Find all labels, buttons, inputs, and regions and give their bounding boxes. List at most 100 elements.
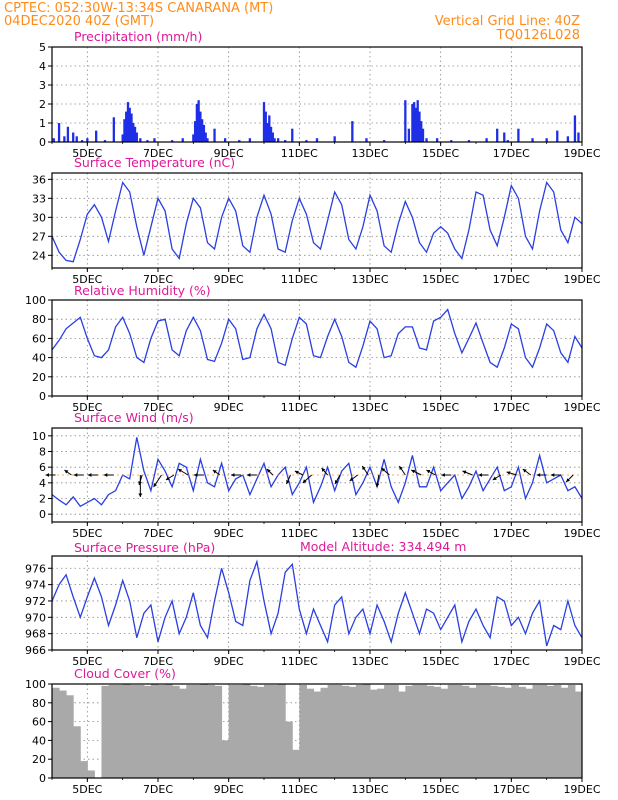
precipitation-bar [315, 138, 319, 142]
precipitation-bar [467, 140, 471, 142]
cloud-cover-bar [80, 761, 88, 778]
pressure-xtick-label: 19DEC [563, 655, 600, 668]
precipitation-frame [51, 46, 583, 143]
wind-arrow-head [566, 478, 570, 482]
temperature-title: Surface Temperature (nC) [74, 155, 235, 170]
precipitation-bar [496, 128, 499, 142]
pressure-xtick-label: 11DEC [281, 655, 318, 668]
precipitation-title: Precipitation (mm/h) [74, 29, 202, 44]
precipitation-bar [121, 134, 124, 142]
precipitation-bar [112, 117, 115, 142]
cloud-cover-bar [412, 684, 420, 778]
temperature-ytick-label: 33 [32, 192, 46, 205]
cloud-cover-bar [235, 684, 244, 778]
precipitation-bar [413, 102, 416, 142]
humidity-xtick-label: 11DEC [281, 401, 318, 414]
cloud-cover-xtick-label: 15DEC [422, 783, 459, 796]
precipitation-bar [192, 134, 195, 142]
cloud-cover-bar [419, 684, 428, 778]
precipitation-bar [95, 130, 98, 142]
wind-frame [51, 427, 583, 523]
humidity-ytick-label: 100 [25, 294, 46, 307]
temperature-frame [51, 172, 583, 269]
precipitation-bar [123, 119, 126, 142]
cloud-cover-ytick-label: 0 [39, 772, 46, 785]
humidity-panel: Relative Humidity (%) 0 20 40 60 80 100 5DEC 7DE… [25, 283, 601, 414]
temperature-xtick-label: 9DEC [214, 273, 244, 286]
cloud-cover-bar [249, 685, 258, 778]
temperature-xtick-label: 11DEC [281, 273, 318, 286]
humidity-ytick-label: 40 [32, 352, 46, 365]
precipitation-bar [199, 111, 202, 142]
temperature-series-line [51, 181, 583, 263]
wind-arrow-head [212, 470, 217, 474]
humidity-ytick-label: 60 [32, 332, 46, 345]
wind-arrow-head [399, 466, 403, 470]
cloud-cover-ytick-label: 80 [32, 697, 46, 710]
precipitation-bar [170, 140, 174, 142]
precipitation-bar [450, 140, 453, 142]
pressure-ytick-label: 976 [25, 562, 46, 575]
precipitation-ytick-label: 0 [39, 136, 46, 149]
cloud-cover-bar [264, 684, 272, 778]
cloud-cover-bar [179, 688, 187, 778]
cloud-cover-bar [313, 691, 322, 778]
cloud-cover-bar [370, 689, 378, 778]
wind-arrow-head [381, 468, 386, 472]
precipitation-ytick-label: 5 [39, 41, 46, 54]
temperature-ytick-label: 36 [32, 173, 46, 186]
temperature-xtick-label: 17DEC [493, 273, 530, 286]
cloud-cover-bar [101, 685, 110, 778]
precipitation-ytick-label: 2 [39, 98, 46, 111]
wind-xtick-label: 5DEC [72, 527, 102, 540]
wind-arrow-head [246, 473, 251, 477]
cloud-cover-bar [348, 686, 357, 778]
cloud-cover-bar [66, 695, 74, 778]
cloud-cover-bar [497, 686, 505, 778]
cloud-cover-bar [355, 684, 364, 778]
precipitation-bar [135, 132, 138, 142]
temperature-ytick-label: 27 [32, 230, 46, 243]
cloud-cover-xtick-label: 13DEC [351, 783, 388, 796]
precipitation-bar [66, 126, 70, 142]
temperature-xtick-label: 13DEC [351, 273, 388, 286]
wind-ytick-label: 10 [32, 430, 46, 443]
cloud-cover-bar [214, 685, 223, 778]
precipitation-xtick-label: 11DEC [281, 147, 318, 160]
precipitation-xtick-label: 15DEC [422, 147, 459, 160]
pressure-ytick-label: 972 [25, 595, 46, 608]
precipitation-bar [75, 136, 78, 142]
cloud-cover-ytick-label: 60 [32, 716, 46, 729]
cloud-cover-bar [271, 684, 279, 778]
cloud-cover-bar [221, 740, 230, 778]
cloud-cover-bar [504, 687, 512, 778]
pressure-ytick-label: 966 [25, 644, 46, 657]
pressure-ytick-label: 974 [25, 579, 46, 592]
cloud-cover-bar [122, 684, 131, 778]
cloud-cover-bar [292, 749, 300, 778]
temperature-xtick-label: 15DEC [422, 273, 459, 286]
precipitation-bar [130, 113, 133, 142]
precipitation-bar [418, 111, 421, 142]
precipitation-bar [416, 100, 419, 142]
precipitation-bar [425, 138, 428, 142]
cloud-cover-panel: Cloud Cover (%) 0 20 40 60 80 100 5DEC 7DEC 9DEC 1… [25, 666, 601, 796]
cloud-cover-bar [341, 685, 350, 778]
cloud-cover-xtick-label: 17DEC [493, 783, 530, 796]
precipitation-bar [128, 107, 131, 142]
cloud-cover-xtick-label: 7DEC [143, 783, 173, 796]
precipitation-bar [125, 111, 128, 142]
precipitation-bar [382, 140, 386, 142]
cloud-cover-bar [426, 685, 435, 778]
humidity-xtick-label: 13DEC [351, 401, 388, 414]
precipitation-bar [126, 102, 130, 142]
precipitation-bar [262, 102, 266, 142]
cloud-cover-bar [320, 687, 329, 778]
wind-arrow-head [138, 481, 142, 485]
cloud-cover-bar [193, 684, 201, 778]
pressure-frame [51, 555, 583, 651]
cloud-cover-bar [574, 693, 582, 778]
precipitation-bar [223, 138, 227, 142]
wind-xtick-label: 15DEC [422, 527, 459, 540]
cloud-cover-bar [440, 688, 449, 778]
